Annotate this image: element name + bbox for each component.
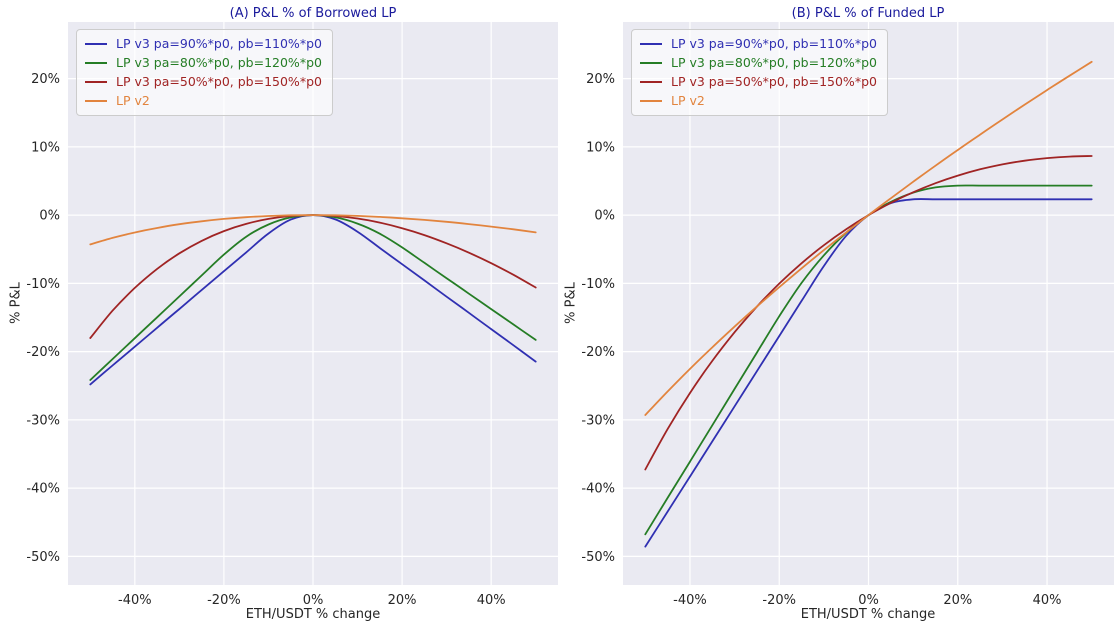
legend-line-swatch xyxy=(640,100,662,102)
legend-entry: LP v2 xyxy=(640,93,877,109)
y-tick-label: -10% xyxy=(581,277,615,292)
x-tick-label: -20% xyxy=(207,593,241,608)
y-tick-label: -50% xyxy=(581,550,615,565)
panel-a-y-axis-label: % P&L xyxy=(8,282,24,324)
legend-label: LP v3 pa=90%*p0, pb=110%*p0 xyxy=(116,36,322,51)
x-tick-label: -20% xyxy=(762,593,796,608)
y-tick-label: 10% xyxy=(31,140,60,155)
panel-a-legend: LP v3 pa=90%*p0, pb=110%*p0 LP v3 pa=80%*… xyxy=(76,29,333,116)
legend-label: LP v3 pa=80%*p0, pb=120%*p0 xyxy=(116,55,322,70)
legend-line-swatch xyxy=(85,100,107,102)
x-tick-label: -40% xyxy=(673,593,707,608)
y-tick-label: 0% xyxy=(594,209,615,224)
legend-entry: LP v3 pa=90%*p0, pb=110%*p0 xyxy=(85,36,322,52)
panel-b-y-axis-label: % P&L xyxy=(563,282,579,324)
y-tick-label: -40% xyxy=(26,482,60,497)
panel-a-x-axis-label: ETH/USDT % change xyxy=(245,607,381,622)
x-tick-label: 0% xyxy=(303,593,324,608)
legend-line-swatch xyxy=(85,81,107,83)
legend-line-swatch xyxy=(640,43,662,45)
y-tick-label: 20% xyxy=(586,72,615,87)
x-tick-label: 40% xyxy=(1033,593,1062,608)
legend-entry: LP v3 pa=80%*p0, pb=120%*p0 xyxy=(85,55,322,71)
legend-line-swatch xyxy=(85,43,107,45)
legend-label: LP v3 pa=50%*p0, pb=150%*p0 xyxy=(116,74,322,89)
x-tick-label: 20% xyxy=(943,593,972,608)
legend-label: LP v2 xyxy=(671,93,705,108)
panel-b-legend: LP v3 pa=90%*p0, pb=110%*p0 LP v3 pa=80%*… xyxy=(631,29,888,116)
y-tick-label: -30% xyxy=(581,413,615,428)
legend-line-swatch xyxy=(85,62,107,64)
x-tick-label: 20% xyxy=(388,593,417,608)
y-tick-label: -10% xyxy=(26,277,60,292)
y-tick-label: -50% xyxy=(26,550,60,565)
legend-entry: LP v2 xyxy=(85,93,322,109)
y-tick-label: 0% xyxy=(39,209,60,224)
x-tick-label: 40% xyxy=(477,593,506,608)
legend-label: LP v3 pa=50%*p0, pb=150%*p0 xyxy=(671,74,877,89)
legend-label: LP v3 pa=80%*p0, pb=120%*p0 xyxy=(671,55,877,70)
legend-label: LP v3 pa=90%*p0, pb=110%*p0 xyxy=(671,36,877,51)
legend-entry: LP v3 pa=90%*p0, pb=110%*p0 xyxy=(640,36,877,52)
series-line xyxy=(644,60,1093,416)
y-tick-label: -40% xyxy=(581,482,615,497)
legend-entry: LP v3 pa=50%*p0, pb=150%*p0 xyxy=(85,74,322,90)
y-tick-label: -30% xyxy=(26,413,60,428)
panel-a-title: (A) P&L % of Borrowed LP xyxy=(229,6,397,21)
panel-b-x-axis-label: ETH/USDT % change xyxy=(800,607,936,622)
legend-entry: LP v3 pa=50%*p0, pb=150%*p0 xyxy=(640,74,877,90)
legend-line-swatch xyxy=(640,81,662,83)
series-line xyxy=(89,214,537,246)
y-tick-label: 20% xyxy=(31,72,60,87)
y-tick-label: 10% xyxy=(586,140,615,155)
y-tick-label: -20% xyxy=(26,345,60,360)
panel-b-title: (B) P&L % of Funded LP xyxy=(791,6,945,21)
legend-label: LP v2 xyxy=(116,93,150,108)
x-tick-label: 0% xyxy=(858,593,879,608)
y-tick-label: -20% xyxy=(581,345,615,360)
legend-line-swatch xyxy=(640,62,662,64)
legend-entry: LP v3 pa=80%*p0, pb=120%*p0 xyxy=(640,55,877,71)
x-tick-label: -40% xyxy=(118,593,152,608)
